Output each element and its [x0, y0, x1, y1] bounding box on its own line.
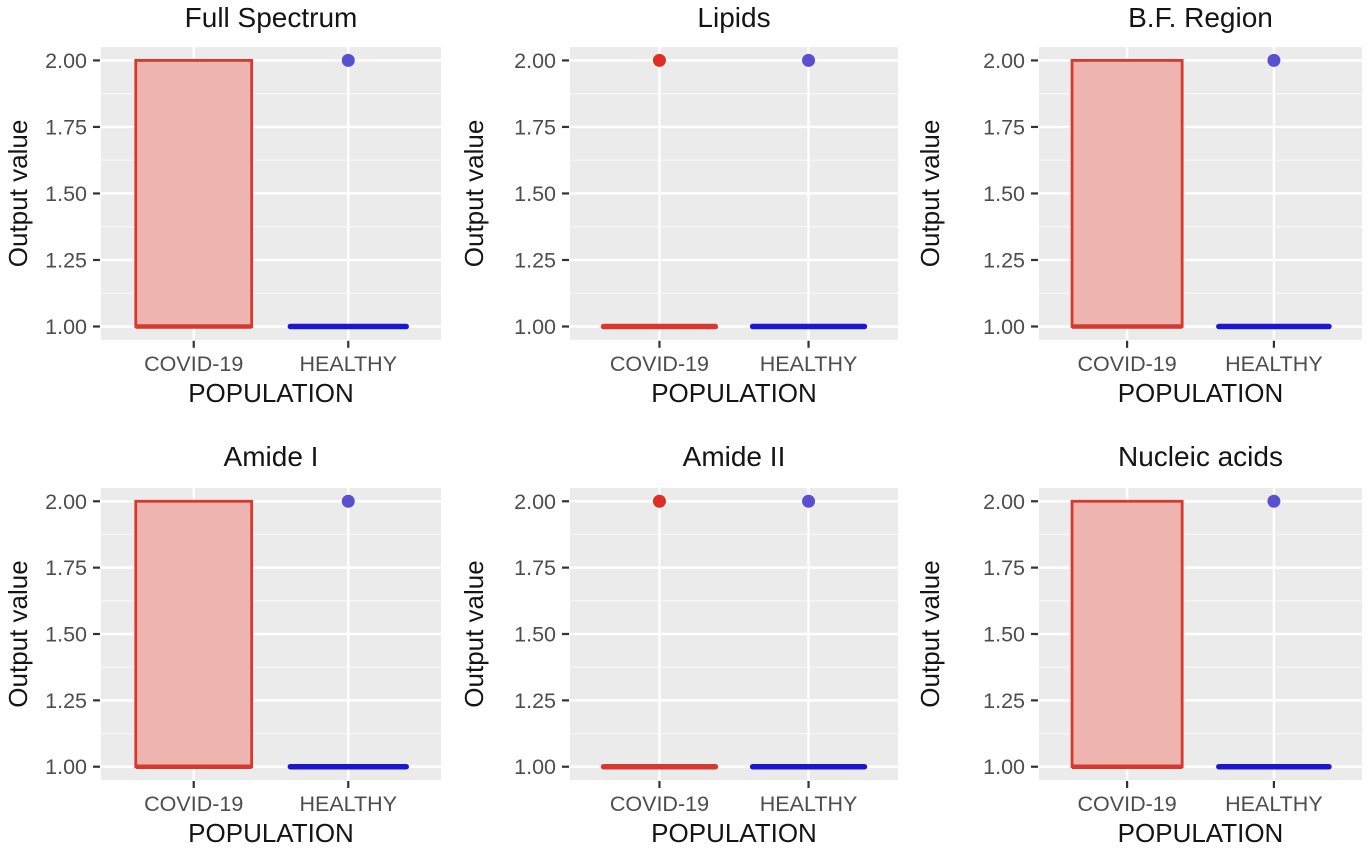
y-tick-label: 2.00 — [514, 49, 556, 73]
boxplot-chart-full-spectrum: 1.00 1.25 1.50 1.75 2.00 COVID-19 HEALTHYPOPUL… — [3, 47, 441, 408]
y-tick-label: 1.00 — [983, 315, 1025, 339]
y-tick-label: 1.75 — [983, 556, 1025, 580]
y-tick-label: 1.50 — [983, 623, 1025, 647]
y-tick-label: 1.75 — [45, 556, 87, 580]
box — [134, 59, 254, 328]
x-axis-title: POPULATION — [1118, 818, 1284, 848]
outlier-point — [652, 53, 666, 67]
panel-bf-region: B.F. Region 1.00 1.25 1.50 1.75 2.00 COVID-19… — [912, 0, 1368, 426]
y-tick-label: 2.00 — [514, 490, 556, 514]
x-tick-label: HEALTHY — [760, 352, 858, 376]
box — [1070, 59, 1184, 328]
outlier-point — [802, 53, 816, 67]
y-tick-label: 1.50 — [514, 182, 556, 206]
x-axis-title: POPULATION — [188, 378, 354, 408]
y-tick-label: 1.00 — [514, 315, 556, 339]
y-tick-label: 1.75 — [45, 115, 87, 139]
y-tick-label: 1.00 — [45, 315, 87, 339]
y-axis-title: Output value — [915, 120, 945, 268]
panel-lipids: Lipids 1.00 1.25 1.50 1.75 2.00 COVID-19 HEALT… — [456, 0, 912, 426]
x-axis-title: POPULATION — [188, 818, 354, 848]
y-tick-label: 1.75 — [514, 115, 556, 139]
y-tick-label: 1.50 — [45, 182, 87, 206]
outlier-point — [341, 53, 355, 67]
outlier-point — [341, 494, 355, 508]
x-tick-label: COVID-19 — [144, 352, 243, 376]
box — [1070, 499, 1184, 769]
panel-title: Lipids — [697, 2, 771, 33]
panel-title: Nucleic acids — [1118, 441, 1283, 472]
y-axis-title: Output value — [459, 560, 489, 707]
y-tick-label: 2.00 — [45, 490, 87, 514]
panel-full-spectrum: Full Spectrum 1.00 1.25 1.50 1.75 2.00 COVID-… — [0, 0, 456, 426]
boxplot-chart-bf-region: 1.00 1.25 1.50 1.75 2.00 COVID-19 HEALTHYPOPUL… — [915, 47, 1362, 408]
panel-title: Full Spectrum — [184, 2, 358, 33]
panel-amide-2: Amide II 1.00 1.25 1.50 1.75 2.00 COVID-19 HEA… — [456, 426, 912, 851]
x-axis-title: POPULATION — [1118, 378, 1284, 408]
y-tick-label: 1.75 — [514, 556, 556, 580]
x-tick-label: COVID-19 — [610, 792, 709, 816]
y-tick-label: 1.50 — [45, 623, 87, 647]
y-tick-label: 1.25 — [514, 248, 556, 272]
x-tick-label: HEALTHY — [760, 792, 858, 816]
x-tick-label: COVID-19 — [1078, 352, 1177, 376]
outlier-point — [652, 494, 666, 508]
y-tick-label: 1.25 — [514, 689, 556, 713]
boxplot-chart-lipids: 1.00 1.25 1.50 1.75 2.00 COVID-19 HEALTHYPOPUL… — [459, 47, 898, 408]
panel-title: Amide II — [682, 441, 786, 472]
outlier-point — [1267, 494, 1281, 508]
x-tick-label: COVID-19 — [144, 792, 243, 816]
boxplot-chart-amide-1: 1.00 1.25 1.50 1.75 2.00 COVID-19 HEALTHYPOPUL… — [3, 488, 441, 848]
y-tick-label: 1.25 — [983, 689, 1025, 713]
y-tick-label: 1.25 — [45, 689, 87, 713]
boxplot-chart-amide-2: 1.00 1.25 1.50 1.75 2.00 COVID-19 HEALTHYPOPUL… — [459, 488, 898, 848]
panel-amide-1: Amide I 1.00 1.25 1.50 1.75 2.00 COVID-19 HEAL… — [0, 426, 456, 851]
panel-title: B.F. Region — [1128, 2, 1273, 33]
x-tick-label: HEALTHY — [299, 792, 397, 816]
y-tick-label: 1.00 — [45, 755, 87, 779]
x-tick-label: COVID-19 — [610, 352, 709, 376]
y-tick-label: 1.25 — [45, 248, 87, 272]
y-tick-label: 2.00 — [983, 490, 1025, 514]
y-tick-label: 1.75 — [983, 115, 1025, 139]
x-tick-label: HEALTHY — [300, 352, 398, 376]
y-tick-label: 1.00 — [983, 755, 1025, 779]
x-axis-title: POPULATION — [651, 378, 817, 408]
y-axis-title: Output value — [3, 120, 33, 268]
x-axis-title: POPULATION — [651, 818, 817, 848]
y-axis-title: Output value — [459, 120, 489, 268]
x-tick-label: HEALTHY — [1225, 352, 1323, 376]
x-tick-label: HEALTHY — [1225, 792, 1323, 816]
outlier-point — [1267, 53, 1281, 67]
y-tick-label: 2.00 — [45, 49, 87, 73]
y-tick-label: 1.25 — [983, 248, 1025, 272]
y-axis-title: Output value — [915, 560, 945, 707]
box — [134, 499, 254, 769]
y-tick-label: 1.50 — [983, 182, 1025, 206]
y-tick-label: 2.00 — [983, 49, 1025, 73]
y-axis-title: Output value — [3, 560, 33, 707]
panel-nucleic-acids: Nucleic acids 1.00 1.25 1.50 1.75 2.00 COVID-… — [912, 426, 1368, 851]
outlier-point — [802, 494, 816, 508]
x-tick-label: COVID-19 — [1078, 792, 1177, 816]
panel-title: Amide I — [223, 441, 319, 472]
y-tick-label: 1.00 — [514, 755, 556, 779]
boxplot-chart-nucleic-acids: 1.00 1.25 1.50 1.75 2.00 COVID-19 HEALTHYPOPUL… — [915, 488, 1362, 848]
y-tick-label: 1.50 — [514, 623, 556, 647]
